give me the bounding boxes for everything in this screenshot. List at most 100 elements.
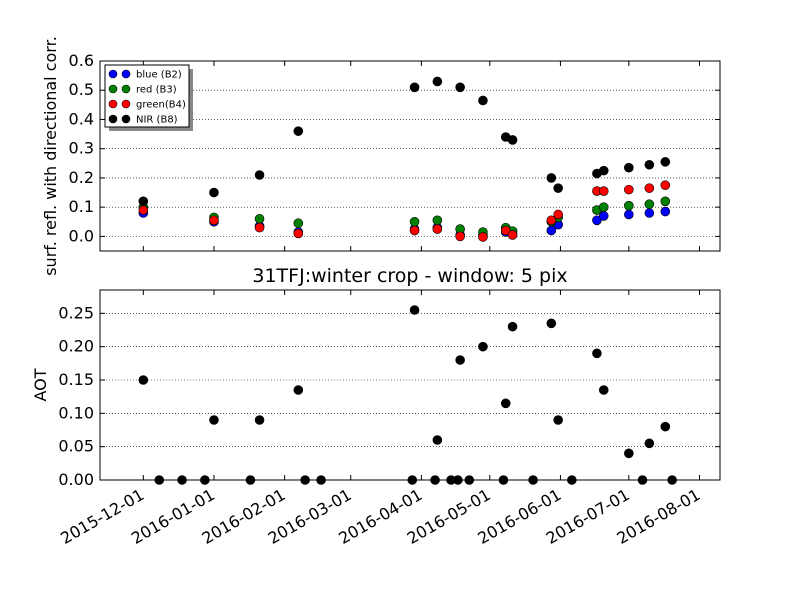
- aot-point-series-0: [293, 385, 304, 395]
- aot-point-series-0: [254, 415, 265, 425]
- aot-point-series-0: [316, 475, 326, 485]
- reflectance-point-series-2: [209, 215, 219, 226]
- aot-point-series-0: [528, 475, 538, 485]
- aot-point-series-0: [453, 475, 463, 485]
- reflectance-y-tick-label: 0.2: [69, 168, 94, 187]
- reflectance-point-series-2: [138, 205, 149, 215]
- aot-chart-title: 31TFJ:winter crop - window: 5 pix: [252, 265, 567, 287]
- aot-point-series-0: [598, 385, 609, 395]
- aot-y-tick-label: 0.10: [58, 403, 94, 422]
- aot-point-series-0: [430, 475, 440, 485]
- aot-point-series-0: [637, 475, 648, 485]
- reflectance-y-tick-label: 0.5: [69, 80, 94, 99]
- reflectance-point-series-3: [624, 162, 634, 173]
- reflectance-point-series-2: [254, 222, 265, 233]
- aot-point-series-0: [432, 435, 443, 445]
- reflectance-point-series-3: [660, 157, 671, 167]
- aot-y-tick-label: 0.05: [58, 437, 94, 456]
- reflectance-y-tick-label: 0.0: [69, 226, 94, 245]
- reflectance-y-tick-label: 0.3: [69, 139, 94, 158]
- aot-point-series-0: [464, 475, 475, 485]
- reflectance-point-series-2: [455, 231, 465, 242]
- aot-point-series-0: [177, 475, 187, 485]
- reflectance-point-series-3: [644, 159, 655, 170]
- reflectance-point-series-0: [592, 215, 602, 226]
- reflectance-point-series-1: [644, 199, 655, 210]
- aot-point-series-0: [498, 475, 509, 485]
- reflectance-point-series-3: [409, 82, 420, 93]
- reflectance-point-series-3: [598, 165, 609, 176]
- reflectance-point-series-2: [293, 228, 304, 239]
- legend-marker-left: [108, 99, 118, 109]
- legend: blue (B2) red (B3) green(B4) NIR (B8): [104, 64, 193, 131]
- reflectance-point-series-1: [293, 218, 304, 229]
- aot-points: [138, 305, 677, 485]
- reflectance-y-tick-label: 0.4: [69, 109, 94, 128]
- aot-point-series-0: [407, 475, 418, 485]
- reflectance-point-series-2: [500, 225, 511, 236]
- reflectance-panel: 0.0 0.1 0.2 0.3 0.4 0.5 0.6 surf. refl. with d…: [41, 36, 721, 276]
- reflectance-point-series-2: [624, 184, 634, 195]
- reflectance-grid: [100, 60, 720, 237]
- aot-point-series-0: [567, 475, 577, 485]
- aot-point-series-0: [300, 475, 310, 485]
- aot-point-series-0: [667, 475, 677, 485]
- aot-y-axis-label: AOT: [31, 368, 50, 401]
- legend-marker-right: [121, 114, 131, 124]
- aot-point-series-0: [209, 415, 219, 425]
- reflectance-y-axis-label: surf. refl. with directional corr.: [41, 36, 60, 276]
- reflectance-point-series-0: [644, 208, 655, 218]
- reflectance-y-ticks: 0.0 0.1 0.2 0.3 0.4 0.5 0.6: [69, 51, 720, 245]
- aot-point-series-0: [154, 475, 165, 485]
- reflectance-point-series-2: [598, 186, 609, 196]
- legend-label: NIR (B8): [136, 115, 178, 126]
- aot-point-series-0: [138, 375, 149, 385]
- reflectance-point-series-2: [660, 180, 671, 191]
- reflectance-point-series-1: [660, 196, 671, 207]
- reflectance-y-tick-label: 0.6: [69, 51, 94, 70]
- aot-point-series-0: [245, 475, 256, 485]
- legend-marker-right: [121, 99, 131, 109]
- legend-marker-right: [121, 69, 131, 79]
- reflectance-point-series-1: [624, 200, 634, 211]
- reflectance-point-series-3: [254, 170, 265, 180]
- reflectance-point-series-3: [455, 82, 465, 93]
- reflectance-point-series-0: [660, 206, 671, 217]
- legend-marker-left: [108, 84, 118, 94]
- reflectance-point-series-2: [432, 224, 443, 234]
- reflectance-point-series-2: [553, 209, 563, 220]
- reflectance-point-series-2: [644, 183, 655, 193]
- reflectance-points: [138, 76, 671, 242]
- aot-y-tick-label: 0.25: [58, 303, 94, 322]
- aot-point-series-0: [592, 348, 602, 359]
- reflectance-point-series-3: [507, 135, 518, 145]
- aot-y-tick-label: 0.00: [58, 470, 94, 489]
- reflectance-point-series-1: [409, 216, 420, 227]
- legend-label: blue (B2): [136, 70, 182, 81]
- reflectance-x-ticks: [142, 61, 700, 251]
- reflectance-point-series-2: [507, 230, 518, 240]
- aot-point-series-0: [500, 398, 511, 409]
- reflectance-point-series-2: [409, 225, 420, 236]
- reflectance-point-series-3: [432, 76, 443, 87]
- reflectance-point-series-3: [553, 183, 563, 193]
- reflectance-point-series-0: [624, 209, 634, 220]
- aot-point-series-0: [200, 475, 210, 485]
- aot-point-series-0: [660, 421, 671, 432]
- reflectance-point-series-3: [546, 173, 557, 183]
- aot-y-tick-label: 0.15: [58, 370, 94, 389]
- legend-label: red (B3): [136, 85, 177, 96]
- aot-point-series-0: [478, 341, 488, 352]
- aot-point-series-0: [644, 438, 655, 449]
- aot-point-series-0: [409, 305, 420, 315]
- reflectance-point-series-3: [138, 196, 149, 207]
- reflectance-point-series-2: [546, 215, 557, 226]
- reflectance-point-series-1: [598, 202, 609, 212]
- aot-point-series-0: [624, 448, 634, 459]
- legend-box: [104, 64, 190, 128]
- legend-label: green(B4): [136, 100, 186, 111]
- reflectance-point-series-3: [209, 187, 219, 198]
- reflectance-point-series-3: [293, 126, 304, 136]
- aot-point-series-0: [455, 355, 465, 365]
